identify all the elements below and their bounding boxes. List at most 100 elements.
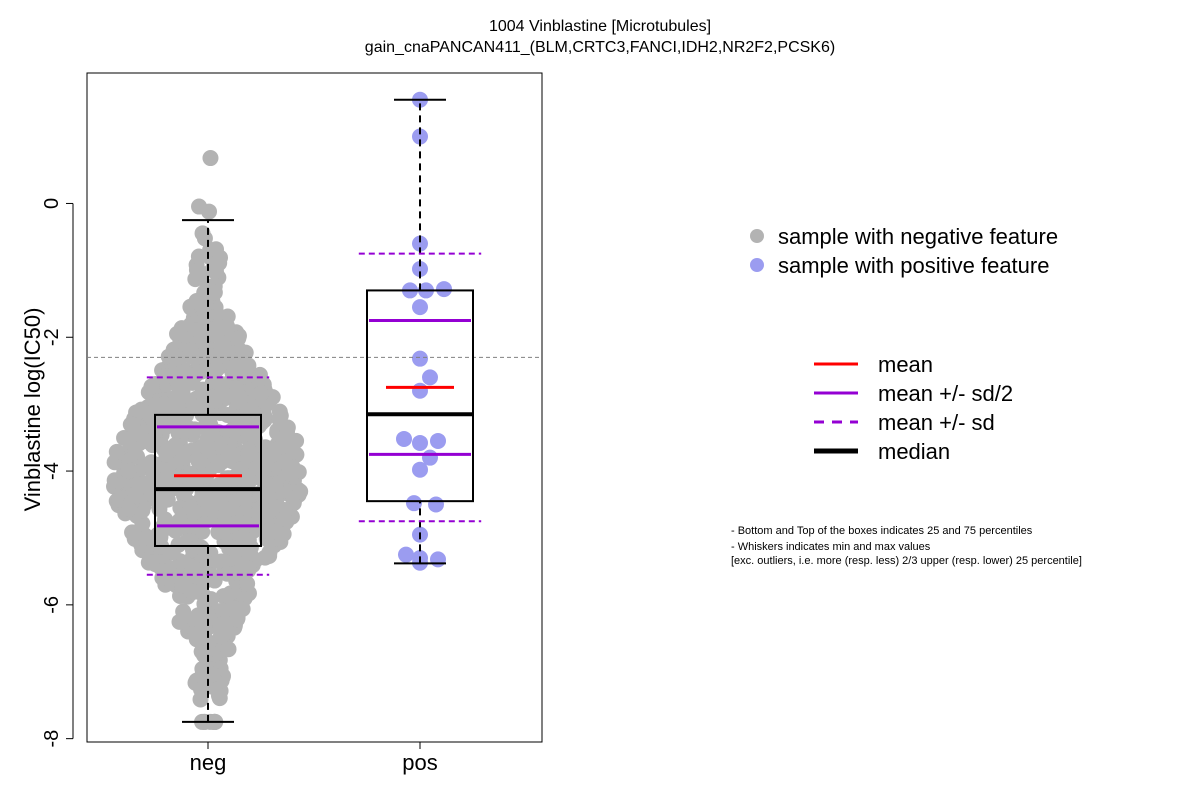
y-tick-label: -2 xyxy=(41,328,63,346)
legend-line-label: mean +/- sd xyxy=(878,410,995,435)
neg-sample-point xyxy=(136,475,153,492)
y-axis-label: Vinblastine log(IC50) xyxy=(20,308,45,512)
neg-sample-point xyxy=(206,348,223,365)
pos-sample-point xyxy=(412,261,428,278)
pos-sample-point xyxy=(412,461,428,478)
neg-sample-point xyxy=(225,422,242,439)
neg-sample-point xyxy=(204,262,221,279)
neg-sample-point xyxy=(219,587,236,604)
pos-sample-point xyxy=(396,430,412,447)
neg-sample-point xyxy=(182,499,199,516)
legend-point-label: sample with negative feature xyxy=(778,224,1058,249)
iqr-box xyxy=(154,413,262,547)
neg-sample-point xyxy=(171,613,188,630)
chart-subtitle: gain_cnaPANCAN411_(BLM,CRTC3,FANCI,IDH2,… xyxy=(364,39,836,56)
neg-sample-point xyxy=(202,150,219,167)
neg-sample-point xyxy=(143,554,160,571)
neg-sample-point xyxy=(292,483,309,500)
neg-sample-point xyxy=(188,322,205,339)
neg-sample-point xyxy=(167,409,184,426)
note-line-3: [exc. outliers, i.e. more (resp. less) 2… xyxy=(731,555,1082,567)
neg-sample-point xyxy=(212,249,229,266)
neg-sample-point xyxy=(208,361,225,378)
neg-sample-point xyxy=(231,514,248,531)
neg-sample-point xyxy=(156,563,173,580)
neg-sample-point xyxy=(170,379,187,396)
neg-sample-point xyxy=(158,446,175,463)
neg-sample-point xyxy=(262,447,279,464)
y-tick-label: -4 xyxy=(41,462,63,480)
x-tick-label: neg xyxy=(190,750,227,775)
neg-sample-point xyxy=(240,357,257,374)
pos-sample-point xyxy=(428,496,444,513)
neg-sample-point xyxy=(127,486,144,503)
y-tick-label: -8 xyxy=(41,730,63,748)
legend-line-label: mean xyxy=(878,352,933,377)
pos-sample-point xyxy=(412,382,428,399)
pos-sample-point xyxy=(422,369,438,386)
neg-sample-point xyxy=(152,529,169,546)
iqr-box xyxy=(366,289,474,503)
legend-line-label: median xyxy=(878,439,950,464)
pos-sample-point xyxy=(412,128,428,145)
neg-sample-point xyxy=(212,628,229,645)
neg-sample-point xyxy=(265,523,282,540)
neg-sample-point xyxy=(171,324,188,341)
neg-sample-point xyxy=(220,641,237,658)
neg-sample-point xyxy=(279,423,296,440)
neg-sample-point xyxy=(124,416,141,433)
neg-sample-point xyxy=(251,371,268,388)
neg-sample-point xyxy=(239,575,256,592)
neg-sample-point xyxy=(230,387,247,404)
neg-sample-point xyxy=(133,402,150,419)
neg-sample-point xyxy=(223,539,240,556)
pos-sample-point xyxy=(406,495,422,512)
neg-sample-point xyxy=(230,330,247,347)
neg-sample-point xyxy=(228,564,245,581)
neg-sample-point xyxy=(235,540,252,557)
neg-sample-point xyxy=(184,374,201,391)
y-tick-label: 0 xyxy=(41,198,63,209)
legend-point-marker xyxy=(750,229,764,243)
neg-sample-point xyxy=(232,460,249,477)
neg-sample-point xyxy=(214,334,231,351)
neg-sample-point xyxy=(196,629,213,646)
pos-sample-point xyxy=(430,432,446,449)
neg-sample-point xyxy=(250,504,267,521)
neg-sample-point xyxy=(121,501,138,518)
note-line-2: - Whiskers indicates min and max values xyxy=(731,541,931,553)
neg-sample-point xyxy=(184,558,201,575)
neg-sample-point xyxy=(143,378,160,395)
neg-sample-point xyxy=(196,647,213,664)
neg-sample-point xyxy=(108,443,125,460)
neg-sample-point xyxy=(276,510,293,527)
neg-sample-point xyxy=(196,230,213,247)
neg-sample-point xyxy=(193,539,210,556)
chart-title: 1004 Vinblastine [Microtubules] xyxy=(488,18,712,35)
legend-line-label: mean +/- sd/2 xyxy=(878,381,1013,406)
pos-sample-point xyxy=(398,546,414,563)
neg-sample-point xyxy=(182,342,199,359)
neg-sample-point xyxy=(206,284,223,301)
neg-sample-point xyxy=(210,489,227,506)
neg-sample-point xyxy=(252,385,269,402)
neg-sample-point xyxy=(136,433,153,450)
neg-sample-point xyxy=(186,583,203,600)
neg-sample-point xyxy=(197,294,214,311)
neg-sample-point xyxy=(120,463,137,480)
neg-sample-point xyxy=(217,387,234,404)
neg-sample-point xyxy=(199,431,216,448)
neg-sample-point xyxy=(218,317,235,334)
pos-sample-point xyxy=(412,235,428,252)
legend-point-marker xyxy=(750,258,764,272)
neg-sample-point xyxy=(191,198,208,215)
neg-sample-point xyxy=(226,600,243,617)
neg-sample-point xyxy=(116,429,133,446)
neg-sample-point xyxy=(219,501,236,518)
pos-sample-point xyxy=(412,299,428,316)
neg-sample-point xyxy=(198,671,215,688)
neg-sample-point xyxy=(242,401,259,418)
neg-sample-point xyxy=(191,452,208,469)
neg-sample-point xyxy=(196,491,213,508)
